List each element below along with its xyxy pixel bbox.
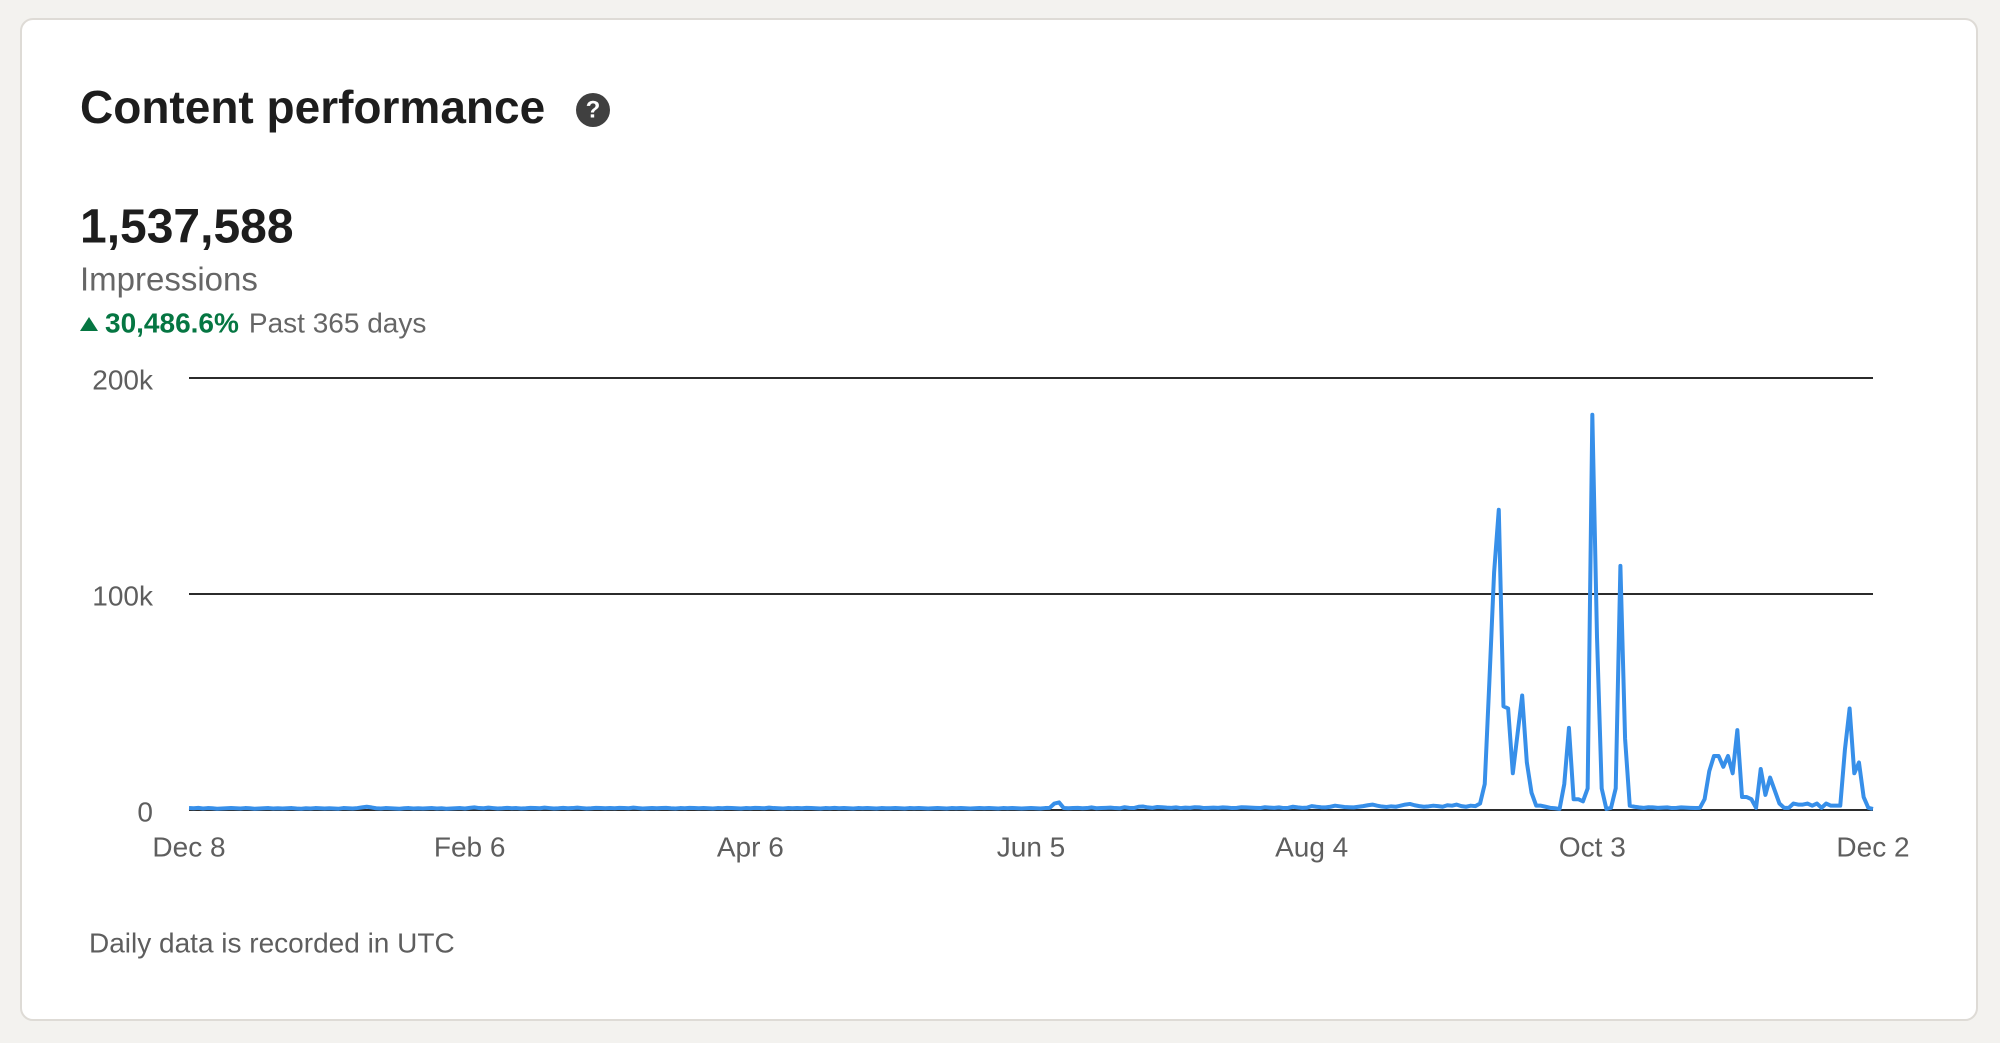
up-arrow: [80, 317, 98, 331]
x-tick-label: Feb 6: [434, 831, 506, 862]
x-tick-label: Oct 3: [1559, 831, 1626, 862]
period-label: Past 365 days: [249, 307, 426, 338]
metric-label: Impressions: [80, 261, 258, 298]
y-tick-label: 100k: [92, 580, 154, 611]
x-tick-label: Dec 2: [1836, 831, 1909, 862]
footer-note: Daily data is recorded in UTC: [89, 927, 455, 958]
impressions-line: [188, 412, 1874, 811]
y-tick-label: 0: [137, 796, 153, 827]
x-tick-label: Jun 5: [997, 831, 1066, 862]
x-tick-label: Apr 6: [717, 831, 784, 862]
change-value: 30,486.6%: [105, 307, 239, 338]
total-value: 1,537,588: [80, 201, 294, 254]
x-tick-label: Aug 4: [1275, 831, 1348, 862]
card-title: Content performance: [80, 81, 545, 133]
y-tick-label: 200k: [92, 364, 154, 395]
svg-text:?: ?: [586, 96, 601, 123]
help-icon[interactable]: ?: [576, 93, 610, 127]
x-tick-label: Dec 8: [152, 831, 225, 862]
card: [20, 18, 1978, 1021]
